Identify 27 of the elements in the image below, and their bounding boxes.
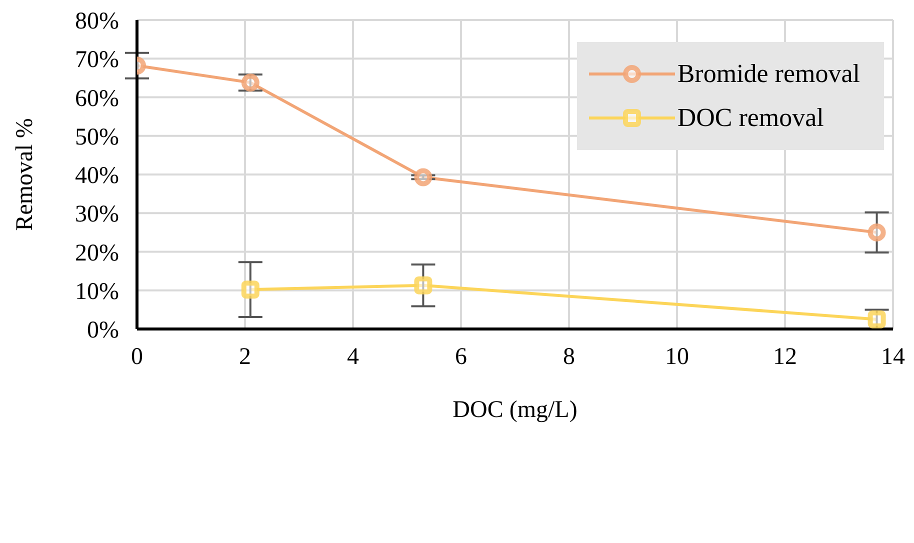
y-tick-label: 30% — [75, 202, 119, 228]
x-tick-label: 6 — [455, 344, 467, 370]
point — [241, 74, 260, 92]
point — [868, 310, 886, 328]
y-tick-label: 40% — [75, 163, 119, 190]
x-tick-label: 12 — [773, 344, 797, 370]
y-tick-label: 10% — [75, 278, 119, 305]
x-tick-label: 14 — [881, 344, 905, 370]
y-axis-title: Removal % — [12, 118, 38, 231]
y-tick-label: 0% — [87, 318, 119, 344]
x-axis-title: DOC (mg/L) — [452, 397, 578, 423]
x-tick-label: 2 — [239, 344, 251, 370]
x-tick-label: 0 — [131, 344, 143, 370]
x-tick-label: 4 — [347, 344, 359, 370]
point — [868, 223, 886, 242]
y-tick-label: 70% — [75, 47, 119, 74]
point — [414, 276, 432, 294]
x-tick-label: 10 — [665, 344, 689, 370]
y-tick-label: 60% — [75, 86, 119, 112]
y-tick-label: 50% — [75, 124, 119, 150]
y-tick-label: 20% — [75, 240, 119, 266]
y-tick-label: 80% — [75, 8, 119, 35]
x-tick-label: 8 — [563, 344, 575, 370]
point — [241, 280, 260, 299]
legend-label: Bromide removal — [677, 59, 860, 89]
point — [414, 168, 432, 186]
legend-label: DOC removal — [677, 103, 824, 133]
